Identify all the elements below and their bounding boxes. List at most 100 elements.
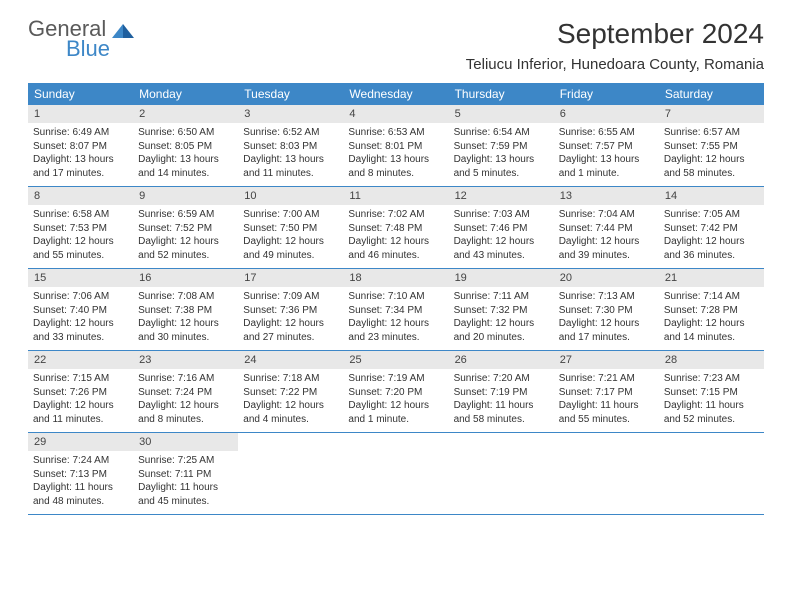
day-number: 28 [659, 351, 764, 369]
day-body: Sunrise: 7:06 AMSunset: 7:40 PMDaylight:… [28, 287, 133, 350]
day-dl1: Daylight: 11 hours [559, 399, 654, 413]
day-dl1: Daylight: 12 hours [348, 399, 443, 413]
day-dl1: Daylight: 11 hours [138, 481, 233, 495]
day-cell: 14Sunrise: 7:05 AMSunset: 7:42 PMDayligh… [659, 187, 764, 268]
day-sunrise: Sunrise: 7:09 AM [243, 290, 338, 304]
logo-triangle-icon [112, 20, 134, 38]
day-cell: 29Sunrise: 7:24 AMSunset: 7:13 PMDayligh… [28, 433, 133, 514]
day-sunrise: Sunrise: 7:04 AM [559, 208, 654, 222]
month-title: September 2024 [466, 18, 764, 50]
day-number: 7 [659, 105, 764, 123]
day-cell [238, 433, 343, 514]
day-dl1: Daylight: 12 hours [243, 235, 338, 249]
day-sunset: Sunset: 7:19 PM [454, 386, 549, 400]
day-dl2: and 8 minutes. [138, 413, 233, 427]
day-sunrise: Sunrise: 6:53 AM [348, 126, 443, 140]
week-row: 15Sunrise: 7:06 AMSunset: 7:40 PMDayligh… [28, 269, 764, 351]
day-sunset: Sunset: 8:07 PM [33, 140, 128, 154]
day-cell: 21Sunrise: 7:14 AMSunset: 7:28 PMDayligh… [659, 269, 764, 350]
day-body: Sunrise: 7:02 AMSunset: 7:48 PMDaylight:… [343, 205, 448, 268]
week-row: 22Sunrise: 7:15 AMSunset: 7:26 PMDayligh… [28, 351, 764, 433]
day-sunset: Sunset: 7:48 PM [348, 222, 443, 236]
day-number: 24 [238, 351, 343, 369]
day-header: Wednesday [343, 83, 448, 105]
day-sunset: Sunset: 7:44 PM [559, 222, 654, 236]
day-sunset: Sunset: 7:30 PM [559, 304, 654, 318]
day-cell: 6Sunrise: 6:55 AMSunset: 7:57 PMDaylight… [554, 105, 659, 186]
day-sunrise: Sunrise: 7:10 AM [348, 290, 443, 304]
day-sunrise: Sunrise: 7:02 AM [348, 208, 443, 222]
day-header: Saturday [659, 83, 764, 105]
day-number: 30 [133, 433, 238, 451]
day-dl2: and 36 minutes. [664, 249, 759, 263]
day-dl2: and 45 minutes. [138, 495, 233, 509]
day-sunrise: Sunrise: 7:20 AM [454, 372, 549, 386]
day-cell: 2Sunrise: 6:50 AMSunset: 8:05 PMDaylight… [133, 105, 238, 186]
day-dl2: and 20 minutes. [454, 331, 549, 345]
day-body: Sunrise: 6:59 AMSunset: 7:52 PMDaylight:… [133, 205, 238, 268]
day-body: Sunrise: 7:10 AMSunset: 7:34 PMDaylight:… [343, 287, 448, 350]
day-number: 29 [28, 433, 133, 451]
day-dl1: Daylight: 12 hours [348, 235, 443, 249]
day-sunrise: Sunrise: 6:58 AM [33, 208, 128, 222]
day-sunset: Sunset: 7:55 PM [664, 140, 759, 154]
day-sunset: Sunset: 7:28 PM [664, 304, 759, 318]
day-body: Sunrise: 7:19 AMSunset: 7:20 PMDaylight:… [343, 369, 448, 432]
day-body: Sunrise: 7:04 AMSunset: 7:44 PMDaylight:… [554, 205, 659, 268]
day-dl1: Daylight: 12 hours [559, 235, 654, 249]
day-cell [449, 433, 554, 514]
day-sunrise: Sunrise: 7:25 AM [138, 454, 233, 468]
day-body: Sunrise: 7:18 AMSunset: 7:22 PMDaylight:… [238, 369, 343, 432]
day-number: 22 [28, 351, 133, 369]
day-dl2: and 14 minutes. [138, 167, 233, 181]
title-block: September 2024 Teliucu Inferior, Hunedoa… [466, 18, 764, 73]
day-dl2: and 8 minutes. [348, 167, 443, 181]
day-dl1: Daylight: 12 hours [138, 317, 233, 331]
day-sunset: Sunset: 7:42 PM [664, 222, 759, 236]
day-dl2: and 23 minutes. [348, 331, 443, 345]
day-sunrise: Sunrise: 7:23 AM [664, 372, 759, 386]
day-body: Sunrise: 7:23 AMSunset: 7:15 PMDaylight:… [659, 369, 764, 432]
day-dl2: and 46 minutes. [348, 249, 443, 263]
day-dl1: Daylight: 12 hours [138, 235, 233, 249]
day-cell: 10Sunrise: 7:00 AMSunset: 7:50 PMDayligh… [238, 187, 343, 268]
day-header: Friday [554, 83, 659, 105]
day-body: Sunrise: 6:52 AMSunset: 8:03 PMDaylight:… [238, 123, 343, 186]
day-body: Sunrise: 7:14 AMSunset: 7:28 PMDaylight:… [659, 287, 764, 350]
day-number: 21 [659, 269, 764, 287]
day-number: 16 [133, 269, 238, 287]
day-body: Sunrise: 6:53 AMSunset: 8:01 PMDaylight:… [343, 123, 448, 186]
day-sunset: Sunset: 7:53 PM [33, 222, 128, 236]
day-body: Sunrise: 7:25 AMSunset: 7:11 PMDaylight:… [133, 451, 238, 514]
day-header: Monday [133, 83, 238, 105]
day-number: 5 [449, 105, 554, 123]
day-number: 27 [554, 351, 659, 369]
day-sunset: Sunset: 7:26 PM [33, 386, 128, 400]
day-body: Sunrise: 7:15 AMSunset: 7:26 PMDaylight:… [28, 369, 133, 432]
day-dl2: and 55 minutes. [559, 413, 654, 427]
day-dl1: Daylight: 13 hours [348, 153, 443, 167]
day-dl1: Daylight: 12 hours [138, 399, 233, 413]
day-dl2: and 17 minutes. [559, 331, 654, 345]
day-dl2: and 5 minutes. [454, 167, 549, 181]
day-dl2: and 58 minutes. [454, 413, 549, 427]
day-dl1: Daylight: 12 hours [243, 317, 338, 331]
day-cell: 18Sunrise: 7:10 AMSunset: 7:34 PMDayligh… [343, 269, 448, 350]
day-cell: 19Sunrise: 7:11 AMSunset: 7:32 PMDayligh… [449, 269, 554, 350]
day-header: Tuesday [238, 83, 343, 105]
day-number: 11 [343, 187, 448, 205]
day-dl1: Daylight: 11 hours [664, 399, 759, 413]
logo-text-2: Blue [28, 38, 134, 60]
day-sunset: Sunset: 7:20 PM [348, 386, 443, 400]
day-cell: 26Sunrise: 7:20 AMSunset: 7:19 PMDayligh… [449, 351, 554, 432]
day-dl1: Daylight: 13 hours [243, 153, 338, 167]
day-dl2: and 48 minutes. [33, 495, 128, 509]
day-dl2: and 27 minutes. [243, 331, 338, 345]
day-dl1: Daylight: 12 hours [348, 317, 443, 331]
day-cell [659, 433, 764, 514]
day-dl2: and 33 minutes. [33, 331, 128, 345]
day-cell: 20Sunrise: 7:13 AMSunset: 7:30 PMDayligh… [554, 269, 659, 350]
day-body: Sunrise: 6:50 AMSunset: 8:05 PMDaylight:… [133, 123, 238, 186]
day-sunrise: Sunrise: 7:08 AM [138, 290, 233, 304]
day-sunrise: Sunrise: 7:16 AM [138, 372, 233, 386]
